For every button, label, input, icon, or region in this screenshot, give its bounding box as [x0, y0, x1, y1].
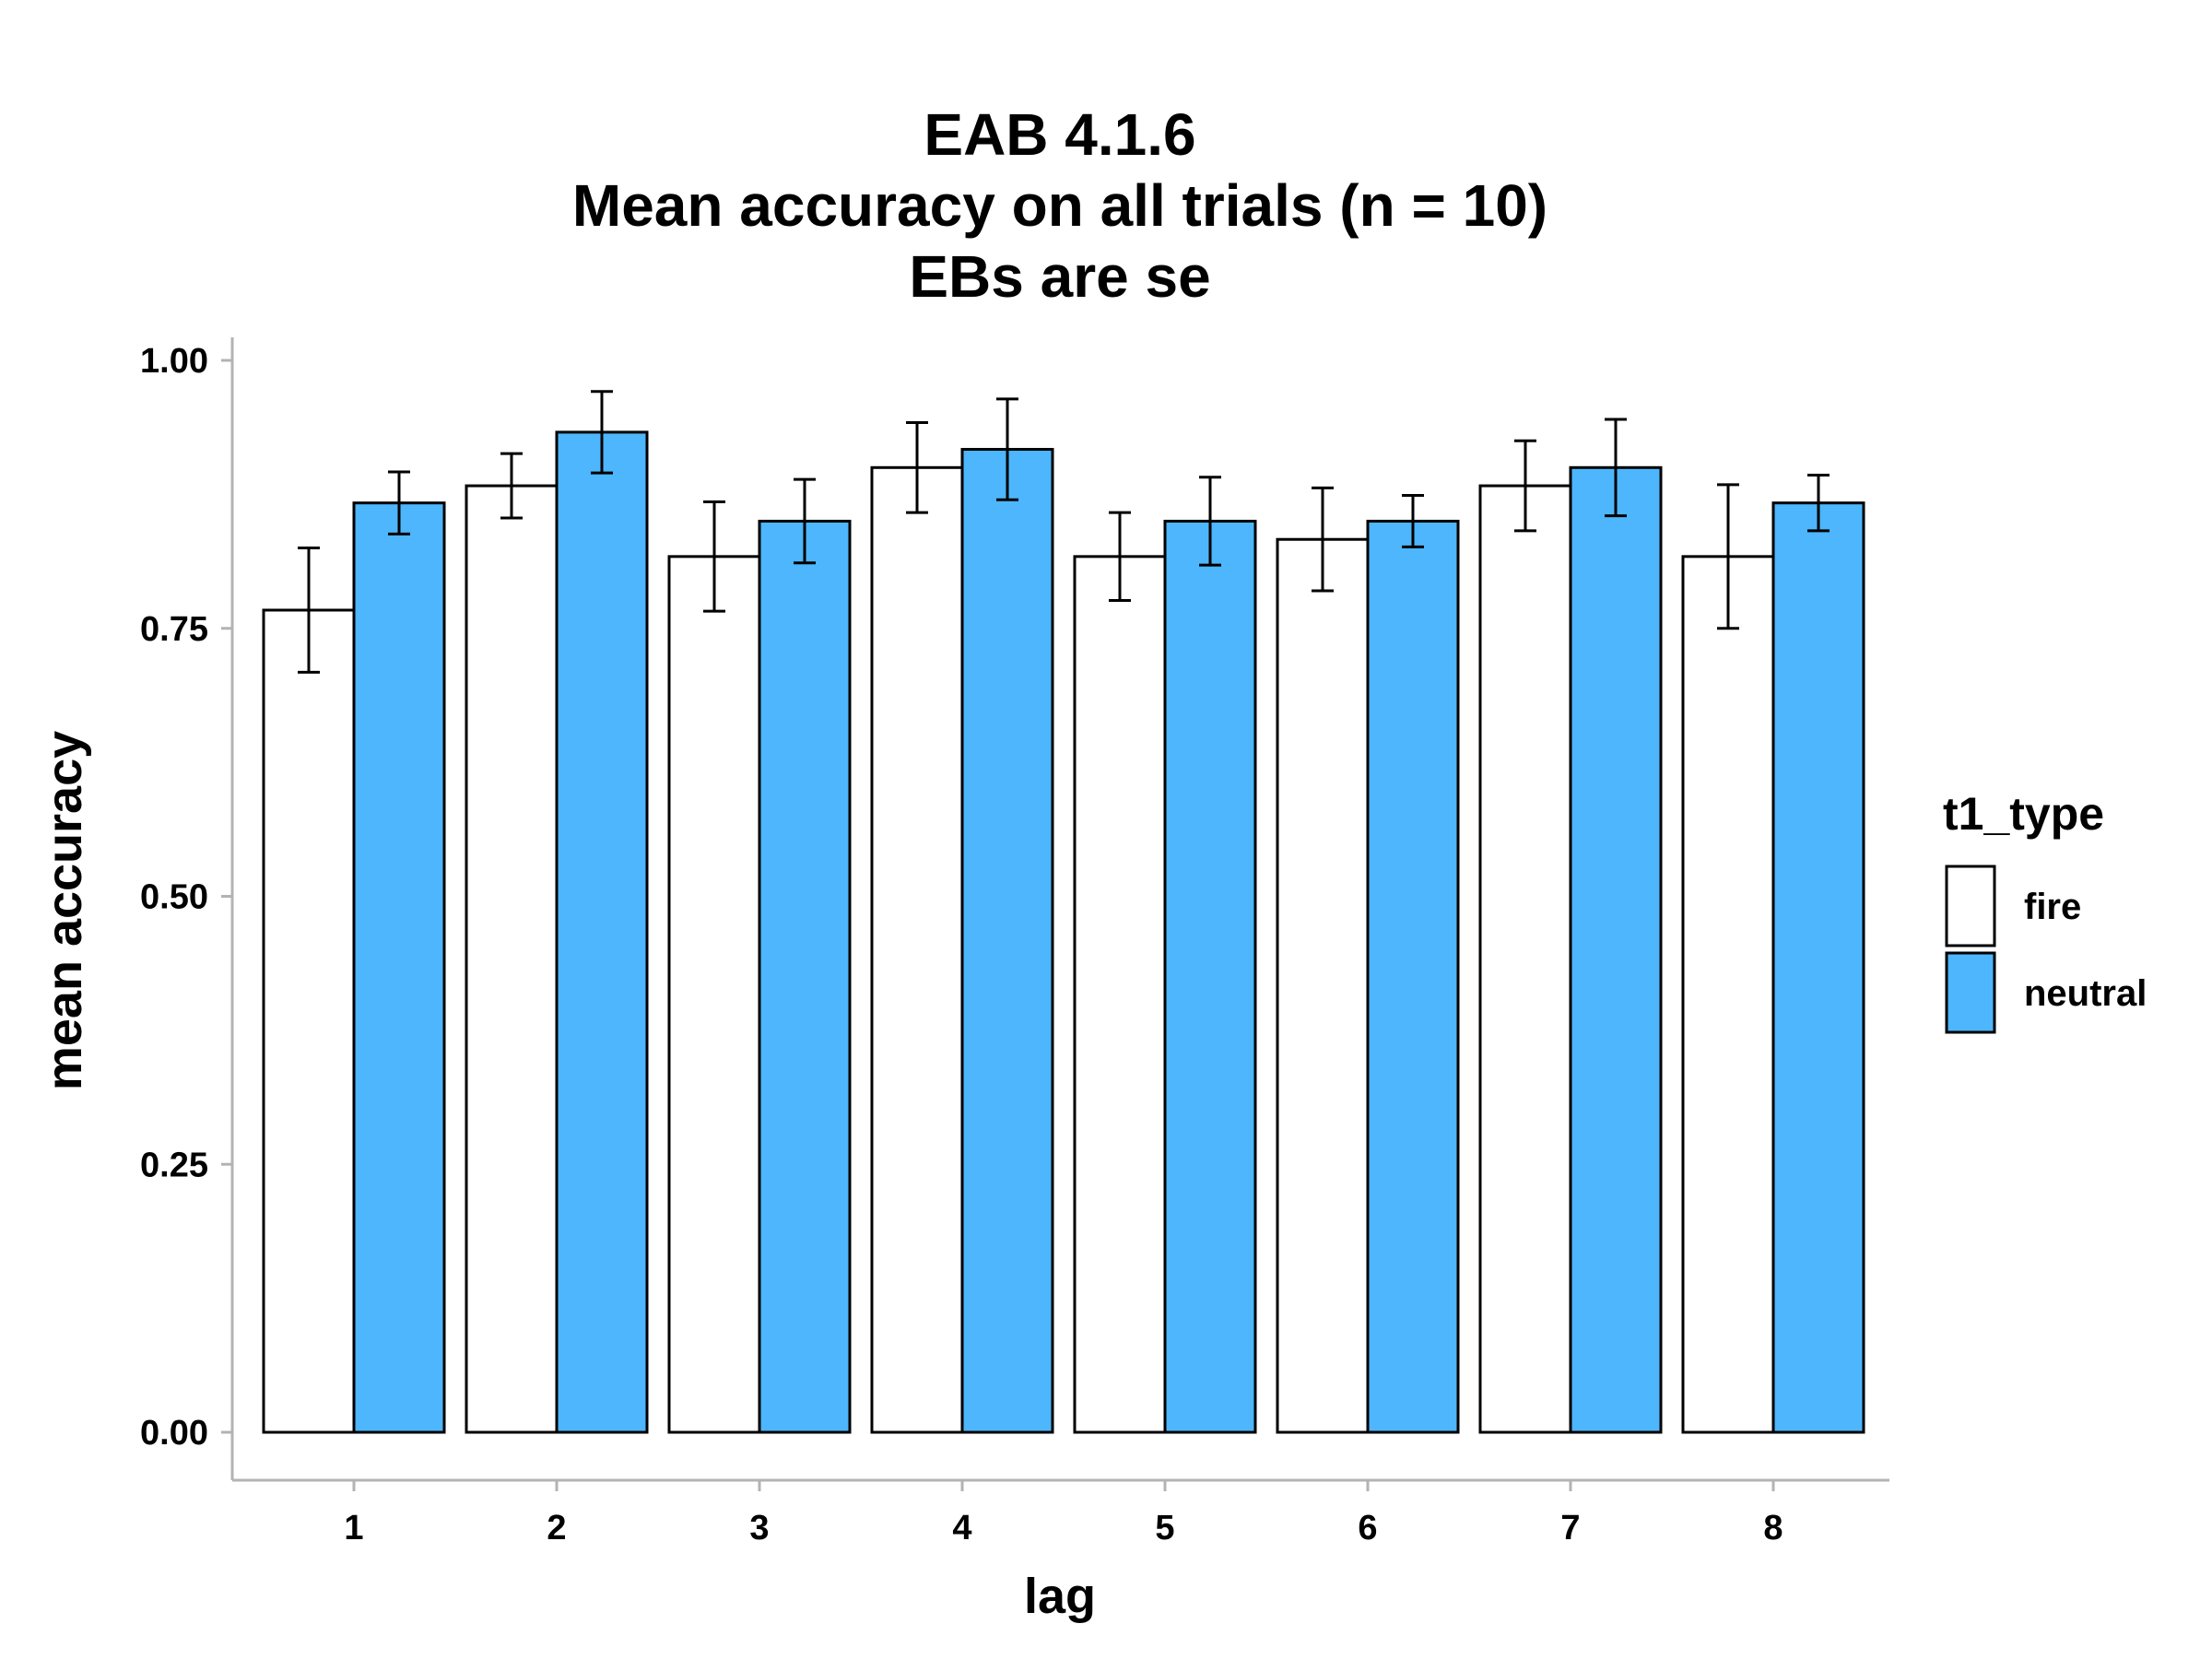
- y-ticks: 0.00 0.25 0.50 0.75 1.00: [140, 342, 232, 1453]
- x-tick-label: 8: [1763, 1509, 1783, 1547]
- error-bar-fire-lag-1: [298, 547, 320, 674]
- bars: [262, 430, 1865, 1434]
- error-bar-neutral-lag-6: [1402, 494, 1424, 548]
- bar-fire-lag-2: [465, 484, 559, 1434]
- error-bar-fire-lag-3: [703, 500, 725, 613]
- x-tick-label: 1: [344, 1509, 363, 1547]
- bar-neutral-lag-4: [960, 448, 1054, 1434]
- y-tick-label: 0.75: [140, 610, 208, 649]
- error-bar-neutral-lag-3: [794, 477, 816, 565]
- x-tick-label: 6: [1358, 1509, 1377, 1547]
- bar-fire-lag-6: [1276, 537, 1370, 1434]
- legend-label-fire: fire: [2024, 887, 2081, 927]
- error-bar-fire-lag-7: [1514, 439, 1536, 533]
- x-tick-label: 5: [1155, 1509, 1174, 1547]
- bar-neutral-lag-6: [1366, 519, 1460, 1434]
- chart-title: EAB 4.1.6 Mean accuracy on all trials (n…: [572, 101, 1547, 310]
- bar-fire-lag-7: [1478, 484, 1572, 1434]
- error-bars: [298, 390, 1830, 674]
- error-bar-neutral-lag-4: [996, 397, 1018, 501]
- x-ticks: 1 2 3 4 5 6 7 8: [344, 1480, 1783, 1547]
- bar-fire-lag-4: [870, 465, 964, 1434]
- bar-neutral-lag-7: [1569, 465, 1663, 1434]
- bar-neutral-lag-2: [555, 430, 649, 1434]
- x-tick-label: 7: [1560, 1509, 1580, 1547]
- y-tick-label: 0.25: [140, 1146, 208, 1184]
- error-bar-fire-lag-2: [500, 452, 523, 520]
- error-bar-fire-lag-4: [906, 420, 928, 514]
- y-axis-title: mean accuracy: [37, 731, 92, 1090]
- title-line-3: EBs are se: [909, 243, 1210, 310]
- x-tick-label: 4: [952, 1509, 971, 1547]
- error-bar-fire-lag-5: [1109, 511, 1131, 603]
- y-tick-label: 1.00: [140, 342, 208, 381]
- error-bar-neutral-lag-5: [1199, 476, 1221, 567]
- bar-neutral-lag-3: [758, 519, 852, 1434]
- bar-neutral-lag-5: [1163, 519, 1257, 1434]
- bar-fire-lag-8: [1681, 555, 1775, 1434]
- error-bar-fire-lag-8: [1717, 483, 1739, 630]
- axes: [230, 337, 1889, 1482]
- legend-swatch-fire: [1945, 865, 1996, 947]
- error-bar-neutral-lag-2: [591, 390, 613, 475]
- legend-title: t1_type: [1943, 788, 2104, 840]
- title-line-1: EAB 4.1.6: [924, 101, 1195, 168]
- error-bar-neutral-lag-8: [1807, 473, 1830, 533]
- x-tick-label: 2: [547, 1509, 566, 1547]
- legend-items: fire neutral: [1945, 865, 2147, 1034]
- legend-label-neutral: neutral: [2024, 973, 2147, 1014]
- bar-fire-lag-1: [262, 608, 356, 1434]
- error-bar-neutral-lag-1: [388, 470, 410, 535]
- bar-fire-lag-5: [1073, 555, 1167, 1434]
- error-bar-neutral-lag-7: [1605, 418, 1627, 518]
- x-tick-label: 3: [749, 1509, 769, 1547]
- legend-swatch-neutral: [1945, 951, 1996, 1034]
- y-tick-label: 0.50: [140, 878, 208, 917]
- x-axis-title: lag: [1024, 1569, 1096, 1624]
- bar-neutral-lag-8: [1771, 501, 1865, 1434]
- title-line-2: Mean accuracy on all trials (n = 10): [572, 172, 1547, 239]
- y-tick-label: 0.00: [140, 1414, 208, 1453]
- legend: t1_type fire neutral: [1943, 788, 2147, 1034]
- error-bar-fire-lag-6: [1312, 486, 1334, 593]
- bar-neutral-lag-1: [352, 501, 446, 1434]
- bar-fire-lag-3: [667, 555, 761, 1434]
